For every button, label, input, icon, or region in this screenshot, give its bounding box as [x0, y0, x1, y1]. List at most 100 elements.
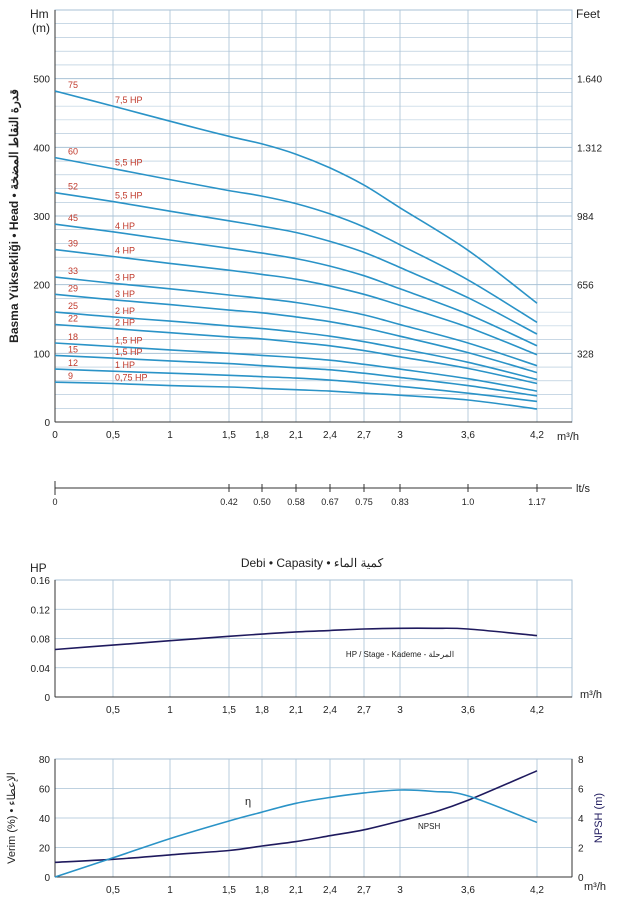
efficiency-curve — [54, 789, 538, 878]
head-unit-m: (m) — [32, 21, 50, 35]
hp-x-tick-label: 1,8 — [255, 705, 269, 716]
stage-hp-label: 3 HP — [115, 272, 135, 282]
hp-x-tick-label: 2,1 — [289, 705, 303, 716]
stage-hp-label: 2 HP — [115, 306, 135, 316]
head-curve-stage-39 — [54, 248, 538, 356]
eff-y2-ticks: 0 2 4 6 8 — [578, 755, 584, 884]
head-feet-tick-label: 984 — [577, 212, 594, 223]
stage-count-label: 25 — [68, 301, 78, 311]
eta-label: η — [245, 796, 251, 808]
hp-y-tick-label: 0.08 — [31, 635, 51, 646]
hp-chart: Debi • Capasity • كمية الماء HP 0 0.04 0.0… — [30, 556, 602, 716]
hp-y-tick-label: 0.16 — [31, 576, 51, 587]
eff-x-tick-label: 2,4 — [323, 885, 337, 896]
head-curves — [54, 90, 538, 410]
head-axis-label: Basma Yüksekliği • Head • قدرة النقاط ال… — [7, 89, 22, 343]
stage-count-label: 52 — [68, 182, 78, 192]
head-unit-hm: Hm — [30, 7, 49, 21]
head-feet-ticks: 328 656 984 1.312 1.640 — [577, 75, 602, 361]
head-curve-stage-45 — [54, 223, 538, 347]
head-curve-stage-18 — [54, 342, 538, 392]
head-y-tick-label: 0 — [44, 418, 50, 429]
head-feet-tick-label: 656 — [577, 281, 594, 292]
stage-count-label: 18 — [68, 332, 78, 342]
hp-y-tick-label: 0 — [44, 693, 50, 704]
eff-x-ticks: 0,5 1 1,5 1,8 2,1 2,4 2,7 3 3,6 4,2 — [106, 885, 544, 896]
eff-x-tick-label: 3 — [397, 885, 403, 896]
head-feet-tick-label: 1.312 — [577, 143, 602, 154]
stage-count-label: 15 — [68, 344, 78, 354]
hp-annotation: HP / Stage - Kademe - المرحلة — [346, 650, 454, 659]
hp-x-tick-label: 3 — [397, 705, 403, 716]
eff-y-tick-label: 0 — [44, 873, 50, 884]
eff-x-tick-label: 2,7 — [357, 885, 371, 896]
eff-x-tick-label: 4,2 — [530, 885, 544, 896]
npsh-curve — [54, 770, 538, 864]
head-curve-stage-75 — [54, 90, 538, 304]
stage-hp-label: 0,75 HP — [115, 373, 148, 383]
head-x-tick-label: 3 — [397, 430, 403, 441]
head-curve-stage-25 — [54, 311, 538, 381]
head-feet-tick-label: 328 — [577, 349, 594, 360]
stage-count-label: 29 — [68, 283, 78, 293]
stage-hp-label: 1 HP — [115, 360, 135, 370]
head-curve-stage-29 — [54, 293, 538, 374]
lts-tick-label: 0 — [52, 497, 57, 507]
hp-x-tick-label: 4,2 — [530, 705, 544, 716]
lts-ticks: 0 0.42 0.50 0.58 0.67 0.75 0.83 1.0 1.17 — [52, 484, 546, 507]
stage-hp-label: 4 HP — [115, 246, 135, 256]
stage-hp-label: 3 HP — [115, 289, 135, 299]
eff-x-tick-label: 1 — [167, 885, 173, 896]
stage-count-label: 33 — [68, 266, 78, 276]
lts-tick-label: 1.17 — [528, 497, 546, 507]
head-x-tick-label: 2,4 — [323, 430, 337, 441]
head-curve-stage-52 — [54, 191, 538, 335]
stage-hp-label: 1,5 HP — [115, 347, 143, 357]
head-curve-stage-60 — [54, 156, 538, 324]
lts-tick-label: 0.50 — [253, 497, 271, 507]
eff-y2-tick-label: 0 — [578, 873, 584, 884]
eff-y-tick-label: 60 — [39, 785, 51, 796]
eff-y-ticks: 0 20 40 60 80 — [39, 755, 51, 884]
eff-ylabel: Verim (%) • الإعطاء — [6, 772, 18, 864]
hp-curve — [54, 627, 538, 651]
head-y-tick-label: 300 — [33, 212, 50, 223]
head-x-tick-label: 2,7 — [357, 430, 371, 441]
hp-x-tick-label: 1,5 — [222, 705, 236, 716]
hp-y-tick-label: 0.04 — [31, 664, 51, 675]
eff-y2-tick-label: 8 — [578, 755, 584, 766]
stage-count-label: 75 — [68, 80, 78, 90]
stage-count-label: 60 — [68, 147, 78, 157]
head-x-tick-label: 3,6 — [461, 430, 475, 441]
head-x-tick-label: 1,5 — [222, 430, 236, 441]
stage-hp-label: 5,5 HP — [115, 191, 143, 201]
head-xunit: m³/h — [557, 431, 579, 443]
stage-hp-label: 1,5 HP — [115, 335, 143, 345]
stage-count-label: 22 — [68, 313, 78, 323]
hp-grid — [54, 580, 572, 698]
head-x-tick-label: 1 — [167, 430, 173, 441]
hp-x-tick-label: 2,7 — [357, 705, 371, 716]
hp-y-tick-label: 0.12 — [31, 605, 51, 616]
hp-power-curve — [54, 627, 538, 651]
head-y-tick-label: 400 — [33, 143, 50, 154]
eff-x-tick-label: 0,5 — [106, 885, 120, 896]
hp-chart-title: Debi • Capasity • كمية الماء — [241, 556, 384, 570]
head-y-tick-label: 200 — [33, 281, 50, 292]
head-x-tick-label: 0 — [52, 430, 58, 441]
hp-x-tick-label: 1 — [167, 705, 173, 716]
head-curve-stage-15 — [54, 354, 538, 397]
head-y-tick-label: 500 — [33, 75, 50, 86]
eff-curves — [54, 770, 538, 878]
head-chart: 0 100 200 300 400 500 328 656 984 1.312 1.640 0 0,… — [7, 7, 602, 443]
stage-hp-label: 4 HP — [115, 221, 135, 231]
head-y-ticks: 0 100 200 300 400 500 — [33, 75, 50, 429]
npsh-label: NPSH — [418, 822, 440, 831]
head-y-tick-label: 100 — [33, 349, 50, 360]
head-curve-stage-22 — [54, 323, 538, 385]
head-x-ticks: 0 0,5 1 1,5 1,8 2,1 2,4 2,7 3 3,6 4,2 — [52, 430, 544, 441]
head-x-tick-label: 2,1 — [289, 430, 303, 441]
eff-y2-tick-label: 2 — [578, 844, 584, 855]
eff-y2-tick-label: 4 — [578, 814, 584, 825]
